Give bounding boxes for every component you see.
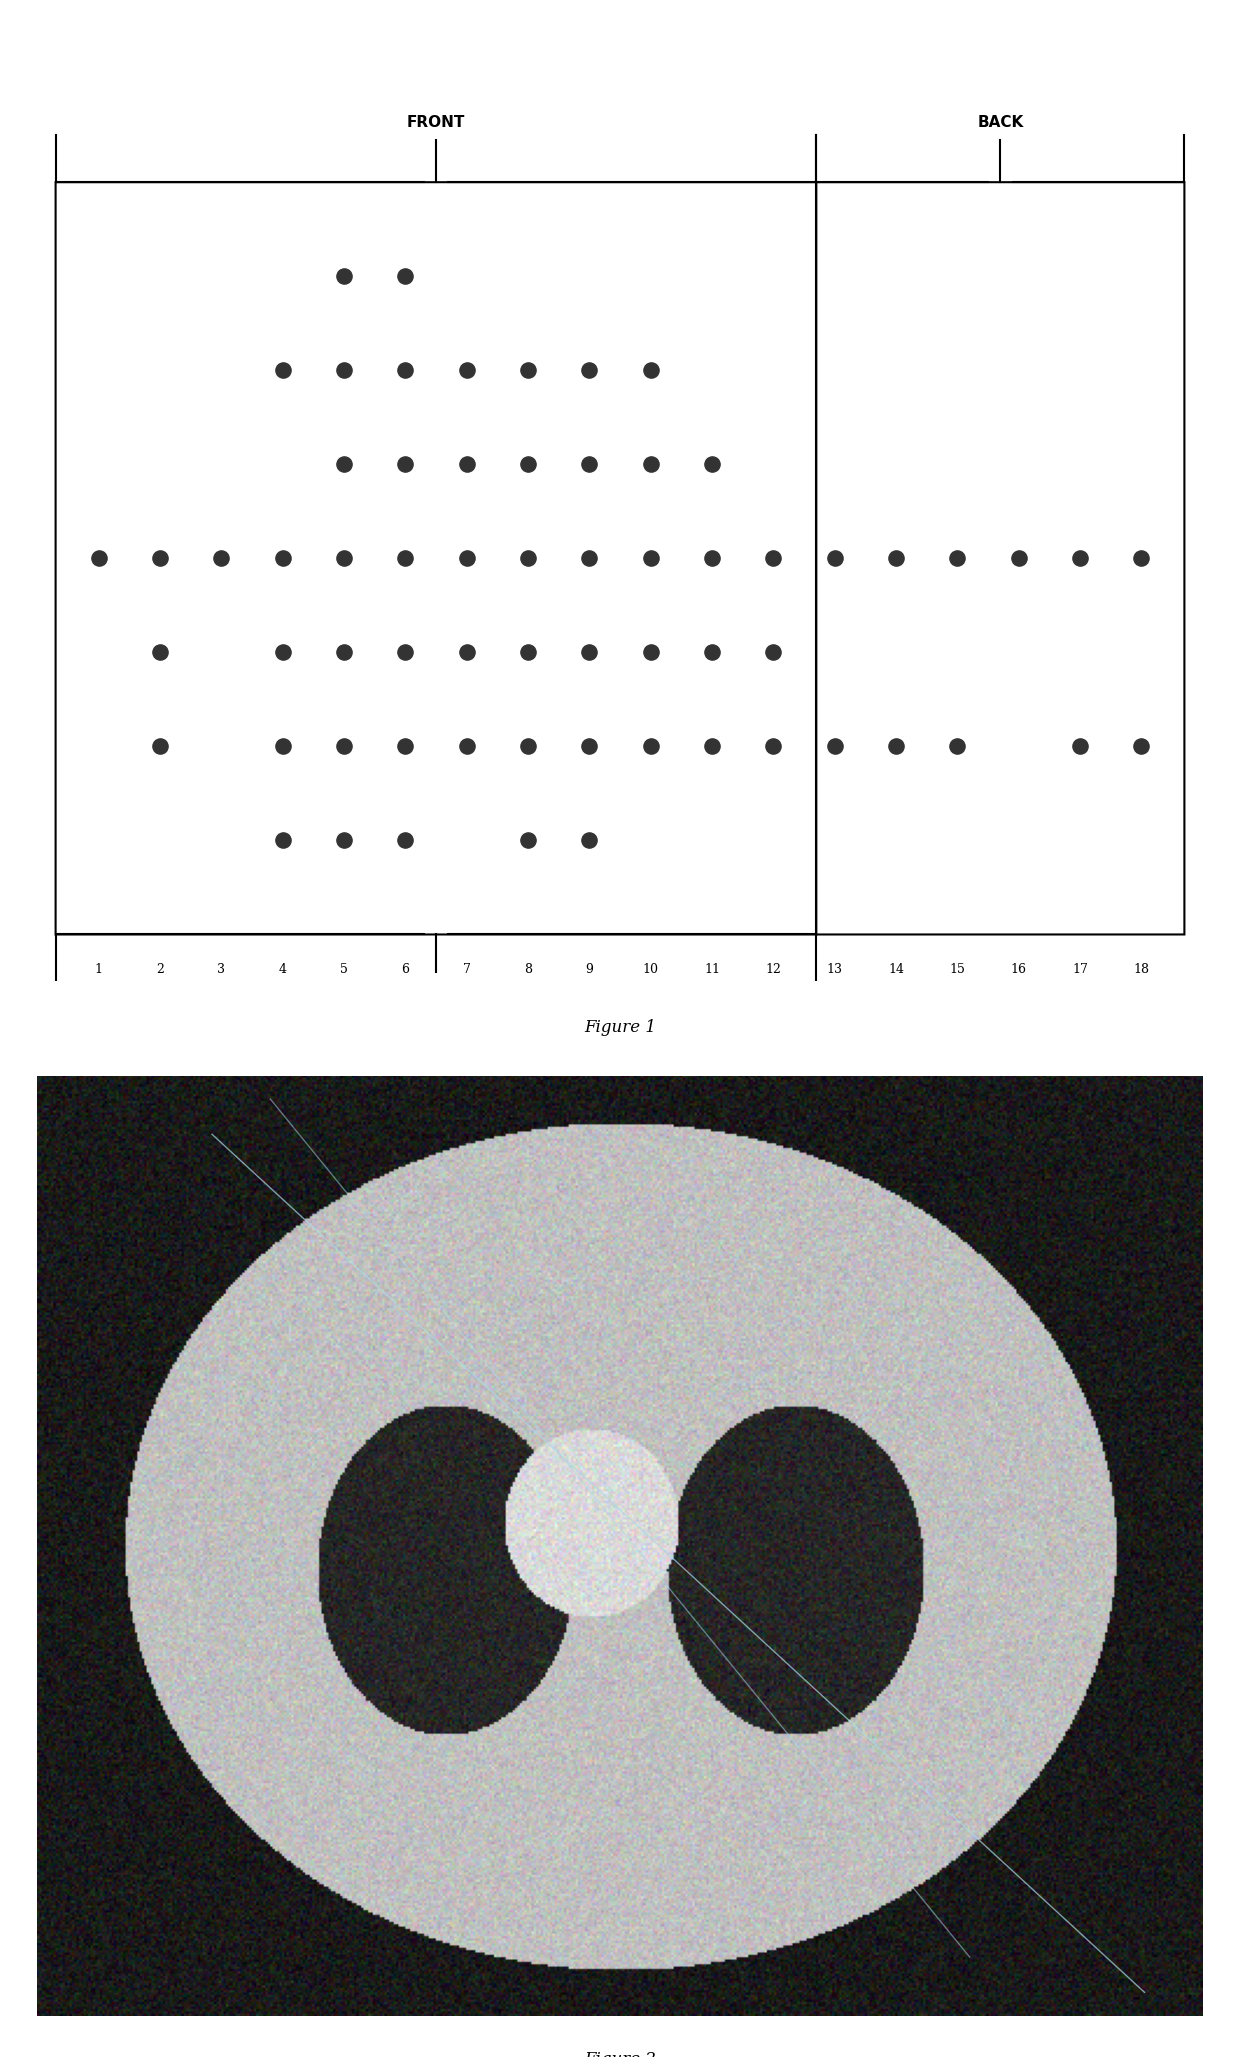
Point: [1009, 541, 1029, 574]
Point: [396, 730, 415, 763]
Point: [150, 636, 170, 669]
Point: [150, 541, 170, 574]
Text: 7: 7: [463, 963, 470, 975]
Point: [579, 541, 599, 574]
Text: 2: 2: [156, 963, 164, 975]
Point: [396, 354, 415, 387]
Text: 5: 5: [340, 963, 348, 975]
Point: [518, 354, 538, 387]
Text: 12: 12: [765, 963, 781, 975]
FancyBboxPatch shape: [816, 183, 1184, 934]
Point: [518, 541, 538, 574]
Point: [334, 636, 353, 669]
Point: [456, 448, 476, 481]
Point: [88, 541, 108, 574]
Text: 16: 16: [1011, 963, 1027, 975]
Point: [273, 730, 293, 763]
Point: [456, 730, 476, 763]
Point: [702, 541, 722, 574]
Point: [396, 259, 415, 292]
Point: [947, 730, 967, 763]
Text: 1: 1: [94, 963, 103, 975]
Point: [887, 730, 906, 763]
Point: [887, 541, 906, 574]
Point: [764, 730, 784, 763]
Text: 3: 3: [217, 963, 226, 975]
Point: [518, 636, 538, 669]
Point: [641, 448, 661, 481]
Point: [334, 730, 353, 763]
Point: [273, 636, 293, 669]
Point: [764, 541, 784, 574]
Point: [518, 825, 538, 858]
Point: [641, 354, 661, 387]
Point: [456, 636, 476, 669]
Text: 18: 18: [1133, 963, 1149, 975]
Point: [334, 541, 353, 574]
Point: [579, 636, 599, 669]
Text: 4: 4: [279, 963, 286, 975]
Point: [150, 730, 170, 763]
Point: [211, 541, 231, 574]
Point: [579, 825, 599, 858]
Point: [702, 730, 722, 763]
Point: [1070, 541, 1090, 574]
Point: [518, 730, 538, 763]
Point: [518, 448, 538, 481]
Point: [825, 541, 844, 574]
Point: [579, 448, 599, 481]
Text: 8: 8: [525, 963, 532, 975]
Text: Figure 1: Figure 1: [584, 1018, 656, 1037]
Point: [1132, 541, 1152, 574]
Point: [641, 730, 661, 763]
Point: [334, 259, 353, 292]
Text: 6: 6: [402, 963, 409, 975]
Text: FRONT: FRONT: [407, 115, 465, 130]
Text: 17: 17: [1073, 963, 1087, 975]
Point: [702, 448, 722, 481]
Point: [396, 636, 415, 669]
Text: 14: 14: [888, 963, 904, 975]
Point: [396, 448, 415, 481]
Point: [579, 354, 599, 387]
Point: [764, 636, 784, 669]
Text: 11: 11: [704, 963, 720, 975]
Point: [579, 730, 599, 763]
Point: [334, 354, 353, 387]
Point: [273, 354, 293, 387]
Point: [273, 541, 293, 574]
Point: [396, 541, 415, 574]
Point: [702, 636, 722, 669]
Point: [456, 354, 476, 387]
Point: [1070, 730, 1090, 763]
Text: 10: 10: [642, 963, 658, 975]
Point: [334, 825, 353, 858]
Text: BACK: BACK: [977, 115, 1023, 130]
FancyBboxPatch shape: [56, 183, 816, 934]
Point: [641, 541, 661, 574]
Text: 9: 9: [585, 963, 593, 975]
Text: 15: 15: [950, 963, 966, 975]
Point: [641, 636, 661, 669]
Point: [825, 730, 844, 763]
Point: [334, 448, 353, 481]
Point: [1132, 730, 1152, 763]
Text: 13: 13: [827, 963, 843, 975]
Text: Figure 2: Figure 2: [584, 2051, 656, 2057]
Point: [947, 541, 967, 574]
Point: [273, 825, 293, 858]
Point: [396, 825, 415, 858]
Point: [456, 541, 476, 574]
